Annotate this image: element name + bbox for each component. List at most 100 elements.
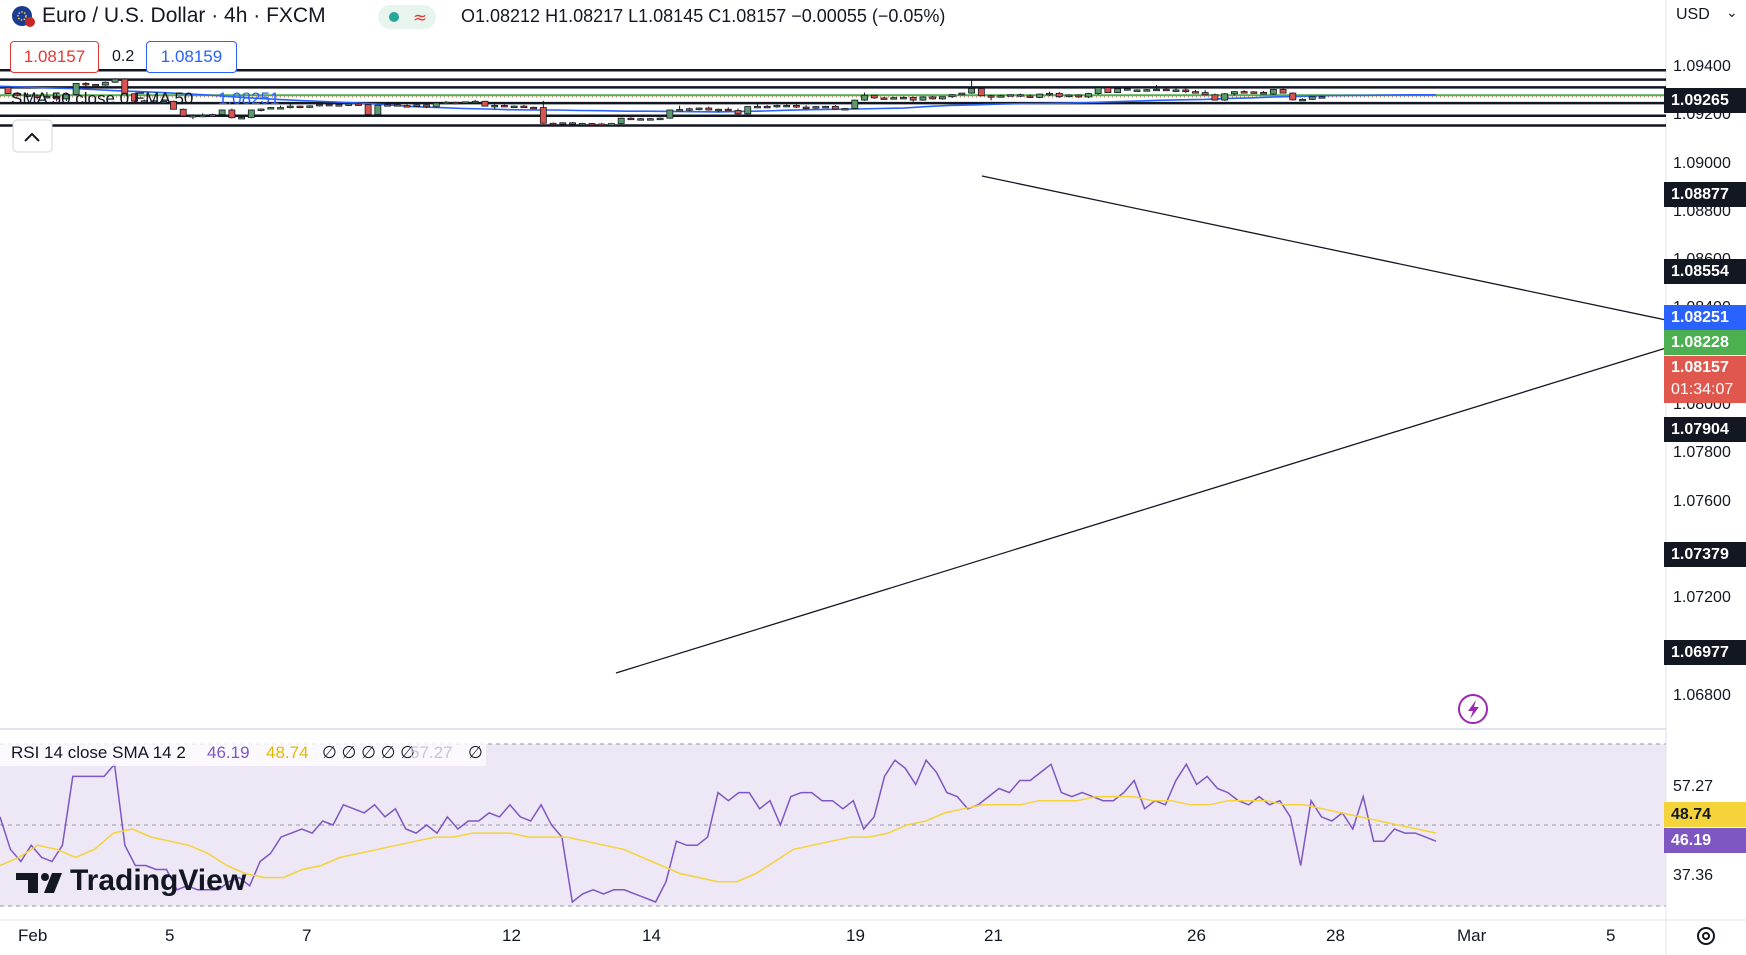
candle-up: [841, 108, 849, 111]
candle-up: [491, 104, 499, 108]
rsi-empty-values: ∅ ∅ ∅ ∅ ∅: [322, 743, 415, 762]
candle-up: [578, 123, 586, 126]
symbol-title[interactable]: Euro / U.S. Dollar · 4h · FXCM: [42, 4, 326, 27]
candle-up: [695, 107, 703, 110]
candle-down: [393, 104, 401, 107]
candle-up: [919, 96, 927, 101]
candle-down: [1201, 92, 1209, 96]
candle-up: [617, 117, 625, 124]
ma-indicator-label[interactable]: SMA 50 close 0 EMA 50: [11, 89, 194, 108]
candle-down: [1192, 91, 1199, 94]
descending-trendline: [981, 175, 1667, 321]
level-tag-1: 1.09265: [1664, 88, 1746, 113]
candle-up: [1114, 88, 1122, 93]
time-tick: 21: [984, 926, 1003, 945]
candle-up: [608, 123, 615, 126]
candle-up: [374, 104, 382, 115]
candle-up: [1153, 88, 1160, 92]
price-tick: 1.06800: [1673, 687, 1731, 704]
candle-up: [111, 78, 119, 83]
ask-button[interactable]: 1.08159: [146, 41, 237, 73]
candle-down: [880, 97, 888, 100]
candle-up: [345, 103, 353, 106]
ema-price-tag: 1.08251: [1664, 305, 1746, 330]
ascending-trendline: [615, 347, 1667, 674]
candle-up: [471, 100, 479, 104]
candle-down: [763, 105, 771, 109]
candle-up: [1094, 87, 1102, 94]
candle-down: [131, 93, 138, 102]
rsi-line: [0, 758, 1437, 904]
rsi-value-tag: 46.19: [1664, 828, 1746, 853]
candle-down: [82, 83, 90, 86]
candle-down: [1162, 88, 1170, 92]
price-tick: 1.07200: [1673, 589, 1731, 606]
candle-down: [569, 122, 576, 125]
ma-indicator-value: 1.08251: [218, 89, 280, 108]
candle-down: [734, 110, 742, 115]
candle-up: [890, 97, 898, 100]
candle-up: [247, 109, 255, 118]
candle-down: [1318, 96, 1326, 99]
candle-down: [228, 109, 236, 119]
candle-down: [481, 100, 489, 107]
candle-down: [92, 83, 100, 87]
candle-down: [14, 93, 22, 96]
candle-up: [861, 94, 868, 101]
candle-down: [598, 123, 606, 126]
candle-down: [170, 100, 177, 110]
candle-up: [286, 105, 294, 109]
candle-down: [53, 96, 61, 100]
ema-50-line: [0, 85, 1436, 113]
candle-down: [24, 94, 31, 97]
time-tick: 26: [1187, 926, 1206, 945]
candle-down: [500, 104, 508, 108]
time-tick: 5: [1606, 926, 1616, 945]
candle-down: [452, 101, 460, 105]
rsi-indicator-label[interactable]: [0, 740, 486, 766]
candle-up: [316, 104, 323, 107]
candle-down: [1260, 91, 1268, 95]
candle-up: [656, 117, 664, 121]
status-pill[interactable]: ≈: [378, 5, 436, 29]
candle-down: [870, 94, 878, 99]
candle-down: [1026, 95, 1034, 98]
candle-up: [685, 108, 693, 111]
candle-up: [257, 108, 265, 111]
collapse-button[interactable]: [12, 119, 53, 153]
candle-down: [539, 107, 547, 124]
rsi-label[interactable]: RSI 14 close SMA 14 2: [11, 743, 186, 762]
settings-gear-icon[interactable]: [1697, 927, 1715, 945]
currency-selector[interactable]: USD: [1676, 6, 1710, 23]
candle-up: [822, 105, 830, 109]
candle-up: [715, 108, 722, 112]
candle-down: [520, 105, 528, 109]
candle-down: [831, 105, 839, 110]
rsi-sma-tag: 48.74: [1664, 802, 1746, 827]
rsi-last-empty: ∅: [468, 743, 483, 762]
candle-down: [1211, 94, 1219, 101]
bid-button[interactable]: 1.08157: [10, 41, 99, 73]
candle-up: [1007, 94, 1014, 97]
time-tick: 7: [302, 926, 312, 945]
time-tick: Mar: [1457, 926, 1487, 945]
candle-up: [754, 105, 761, 109]
candle-up: [666, 109, 674, 119]
candle-down: [1182, 89, 1190, 93]
price-tick: 1.09400: [1673, 58, 1731, 75]
candle-down: [705, 107, 713, 111]
candle-up: [851, 99, 859, 109]
brand-wordmark: TradingView: [70, 864, 247, 897]
price-tick: 1.07800: [1673, 444, 1731, 461]
candle-down: [929, 96, 937, 100]
candle-up: [1172, 89, 1180, 92]
candle-down: [1279, 89, 1287, 94]
price-tick: 1.08800: [1673, 203, 1731, 220]
candlestick-series[interactable]: [4, 78, 1326, 126]
flash-icon[interactable]: [1458, 694, 1488, 724]
price-tick: 1.07600: [1673, 493, 1731, 510]
candle-down: [1250, 91, 1258, 94]
chevron-down-icon[interactable]: ⌄: [1726, 4, 1738, 20]
candle-down: [627, 117, 635, 121]
